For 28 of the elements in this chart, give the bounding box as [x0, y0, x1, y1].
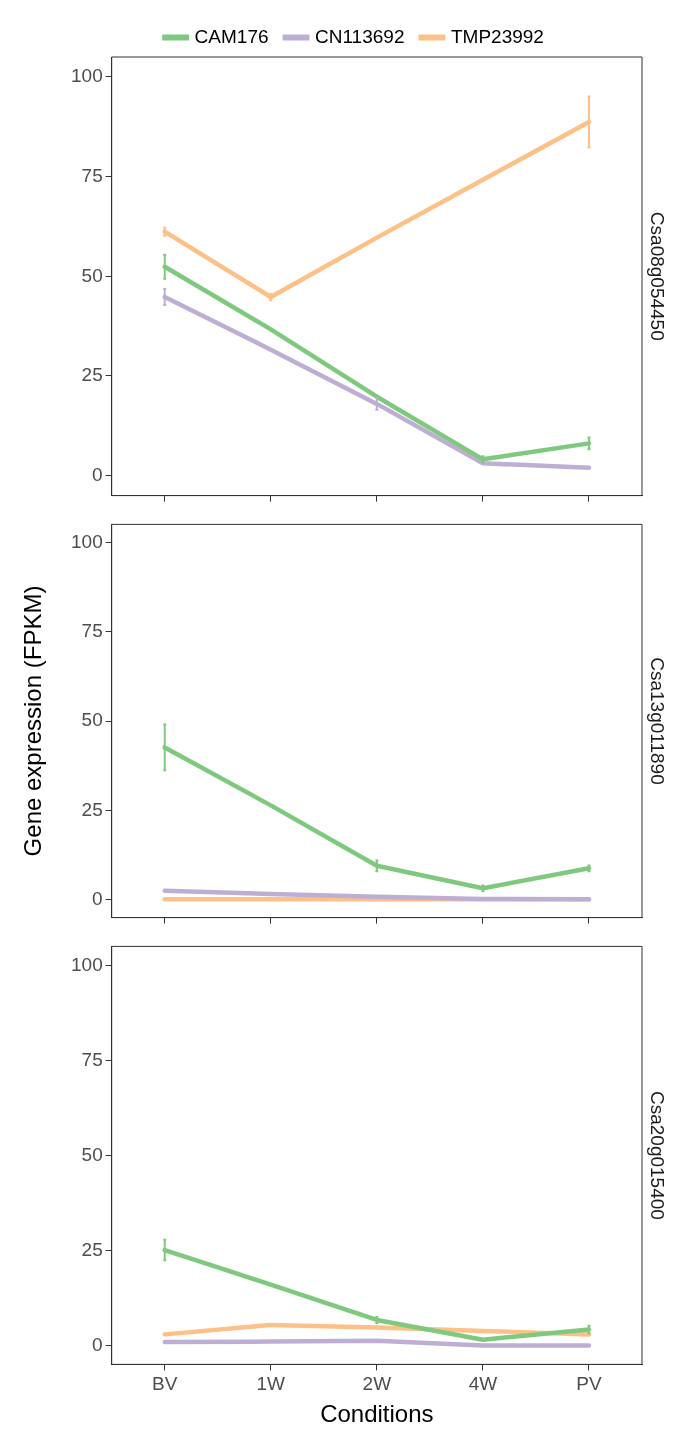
y-tick-label: 100	[71, 65, 103, 87]
legend-label: CAM176	[194, 25, 269, 47]
text: Csa20g015400	[646, 1090, 668, 1220]
y-tick-label: 50	[81, 1143, 103, 1165]
x-tick-label: 4W	[468, 1373, 498, 1395]
x-tick-label: 1W	[256, 1373, 286, 1395]
x-axis-title: Conditions	[320, 1400, 434, 1428]
y-tick-label: 25	[81, 1238, 103, 1260]
y-tick-label: 0	[92, 887, 103, 909]
y-tick-label: 0	[92, 1333, 103, 1355]
y-axis-title: Gene expression (FPKM)	[18, 585, 46, 857]
y-tick-label: 50	[81, 264, 103, 286]
y-tick-label: 25	[81, 798, 103, 820]
y-tick-label: 75	[81, 619, 103, 641]
y-tick-label: 75	[81, 1048, 103, 1070]
text: Csa08g054450	[646, 211, 668, 341]
y-tick-label: 75	[81, 164, 103, 186]
y-tick-label: 25	[81, 364, 103, 386]
y-tick-label: 100	[71, 953, 103, 975]
x-tick-label: 2W	[362, 1373, 392, 1395]
x-tick-label: PV	[576, 1373, 602, 1395]
y-tick-label: 0	[92, 463, 103, 485]
x-tick-label: BV	[152, 1373, 178, 1395]
y-tick-label: 50	[81, 709, 103, 731]
legend-label: TMP23992	[450, 25, 544, 47]
y-tick-label: 100	[71, 530, 103, 552]
text: Csa13g011890	[646, 657, 668, 785]
legend-label: CN113692	[315, 25, 405, 47]
